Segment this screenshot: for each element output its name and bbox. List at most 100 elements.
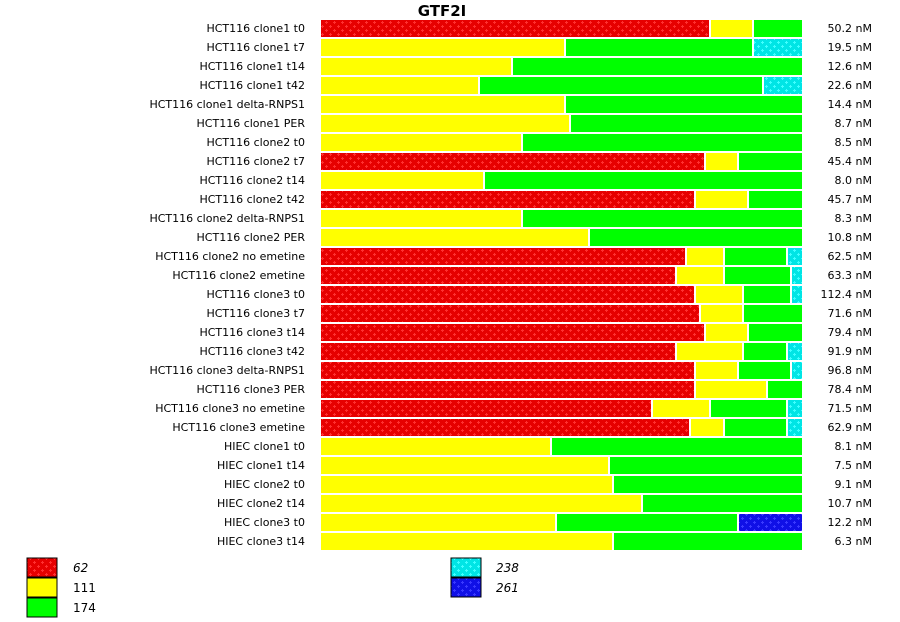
bar-segment-111 — [321, 96, 564, 113]
bar-segment-62 — [321, 400, 651, 417]
bar-segment-62 — [321, 286, 694, 303]
bar-segment-174 — [557, 514, 737, 531]
bar-segment-174 — [566, 39, 752, 56]
bar-segment-174 — [614, 476, 802, 493]
value-label: 8.1 nM — [835, 440, 872, 453]
value-label: 50.2 nM — [828, 22, 872, 35]
bar-row: HCT116 clone1 t42 22.6 nM — [199, 77, 872, 94]
bar-segment-111 — [321, 210, 521, 227]
bar-row: HCT116 clone1 t14 12.6 nM — [199, 58, 872, 75]
value-label: 8.0 nM — [835, 174, 872, 187]
bar-segment-238 — [788, 343, 802, 360]
row-label: HCT116 clone2 no emetine — [155, 250, 305, 263]
bar-row: HCT116 clone3 t0 112.4 nM — [206, 286, 872, 303]
legend-item: 111 — [26, 577, 96, 598]
bar-row: HCT116 clone2 t0 8.5 nM — [206, 134, 872, 151]
bar-segment-111 — [321, 172, 483, 189]
row-label: HCT116 clone3 emetine — [172, 421, 305, 434]
row-label: HIEC clone1 t14 — [217, 459, 305, 472]
bar-segment-111 — [706, 153, 737, 170]
bar-segment-174 — [523, 134, 802, 151]
value-label: 96.8 nM — [828, 364, 872, 377]
bar-rows: HCT116 clone1 t0 50.2 nM HCT116 clone1 t7 1… — [149, 20, 872, 550]
bar-segment-238 — [764, 77, 802, 94]
bar-segment-261 — [739, 514, 802, 531]
bar-segment-174 — [725, 419, 786, 436]
bar-segment-174 — [552, 438, 802, 455]
row-label: HCT116 clone2 t42 — [199, 193, 305, 206]
row-label: HCT116 clone1 delta-RNPS1 — [149, 98, 305, 111]
bar-segment-111 — [677, 267, 723, 284]
row-label: HCT116 clone2 PER — [197, 231, 306, 244]
row-label: HCT116 clone1 PER — [197, 117, 306, 130]
bar-segment-174 — [744, 343, 786, 360]
value-label: 9.1 nM — [835, 478, 872, 491]
bar-segment-111 — [321, 476, 612, 493]
bar-segment-111 — [321, 533, 612, 550]
bar-row: HCT116 clone3 delta-RNPS1 96.8 nM — [149, 362, 872, 379]
row-label: HIEC clone1 t0 — [224, 440, 305, 453]
bar-row: HCT116 clone2 PER 10.8 nM — [197, 229, 872, 246]
bar-segment-174 — [485, 172, 802, 189]
legend-label: 111 — [73, 581, 96, 595]
bar-segment-238 — [754, 39, 802, 56]
value-label: 78.4 nM — [828, 383, 872, 396]
bar-segment-174 — [749, 191, 802, 208]
value-label: 91.9 nM — [828, 345, 872, 358]
bar-segment-111 — [696, 381, 766, 398]
row-label: HCT116 clone3 PER — [197, 383, 306, 396]
bar-segment-174 — [566, 96, 802, 113]
bar-segment-111 — [321, 495, 641, 512]
bar-segment-174 — [725, 267, 790, 284]
bar-row: HIEC clone2 t0 9.1 nM — [224, 476, 872, 493]
bar-segment-174 — [768, 381, 802, 398]
bar-segment-62 — [321, 305, 699, 322]
bar-segment-174 — [513, 58, 802, 75]
value-label: 62.5 nM — [828, 250, 872, 263]
bar-row: HCT116 clone1 t0 50.2 nM — [206, 20, 872, 37]
bar-segment-174 — [754, 20, 802, 37]
bar-segment-238 — [788, 400, 802, 417]
legend-item: 62 — [26, 557, 88, 578]
bar-segment-238 — [788, 419, 802, 436]
bar-segment-62 — [321, 419, 689, 436]
value-label: 45.4 nM — [828, 155, 872, 168]
row-label: HIEC clone2 t0 — [224, 478, 305, 491]
bar-row: HCT116 clone3 emetine 62.9 nM — [172, 419, 872, 436]
bar-segment-111 — [321, 39, 564, 56]
legend-swatch — [450, 557, 482, 578]
bar-segment-111 — [653, 400, 709, 417]
bar-row: HCT116 clone3 t14 79.4 nM — [199, 324, 872, 341]
bar-segment-62 — [321, 362, 694, 379]
row-label: HIEC clone3 t0 — [224, 516, 305, 529]
value-label: 14.4 nM — [828, 98, 872, 111]
bar-row: HCT116 clone3 PER 78.4 nM — [197, 381, 872, 398]
legend: 62 111 174 238 261 — [26, 557, 519, 618]
bar-segment-238 — [792, 267, 802, 284]
bar-segment-238 — [792, 286, 802, 303]
bar-segment-174 — [590, 229, 802, 246]
row-label: HCT116 clone3 t14 — [199, 326, 305, 339]
bar-segment-111 — [696, 286, 742, 303]
legend-item: 261 — [450, 577, 519, 598]
bar-segment-62 — [321, 343, 675, 360]
row-label: HCT116 clone3 t0 — [206, 288, 305, 301]
row-label: HCT116 clone1 t7 — [206, 41, 305, 54]
bar-segment-111 — [691, 419, 723, 436]
bar-segment-174 — [744, 286, 790, 303]
bar-segment-111 — [701, 305, 742, 322]
bar-segment-62 — [321, 324, 704, 341]
bar-row: HIEC clone3 t14 6.3 nM — [217, 533, 872, 550]
bar-segment-111 — [711, 20, 752, 37]
bar-row: HIEC clone1 t0 8.1 nM — [224, 438, 872, 455]
bar-row: HCT116 clone2 t14 8.0 nM — [199, 172, 872, 189]
bar-segment-174 — [711, 400, 786, 417]
bar-row: HCT116 clone2 no emetine 62.5 nM — [155, 248, 872, 265]
legend-swatch — [26, 597, 58, 618]
bar-segment-111 — [687, 248, 723, 265]
bar-row: HCT116 clone1 t7 19.5 nM — [206, 39, 872, 56]
bar-segment-174 — [571, 115, 802, 132]
legend-swatch — [450, 577, 482, 598]
value-label: 63.3 nM — [828, 269, 872, 282]
value-label: 10.8 nM — [828, 231, 872, 244]
